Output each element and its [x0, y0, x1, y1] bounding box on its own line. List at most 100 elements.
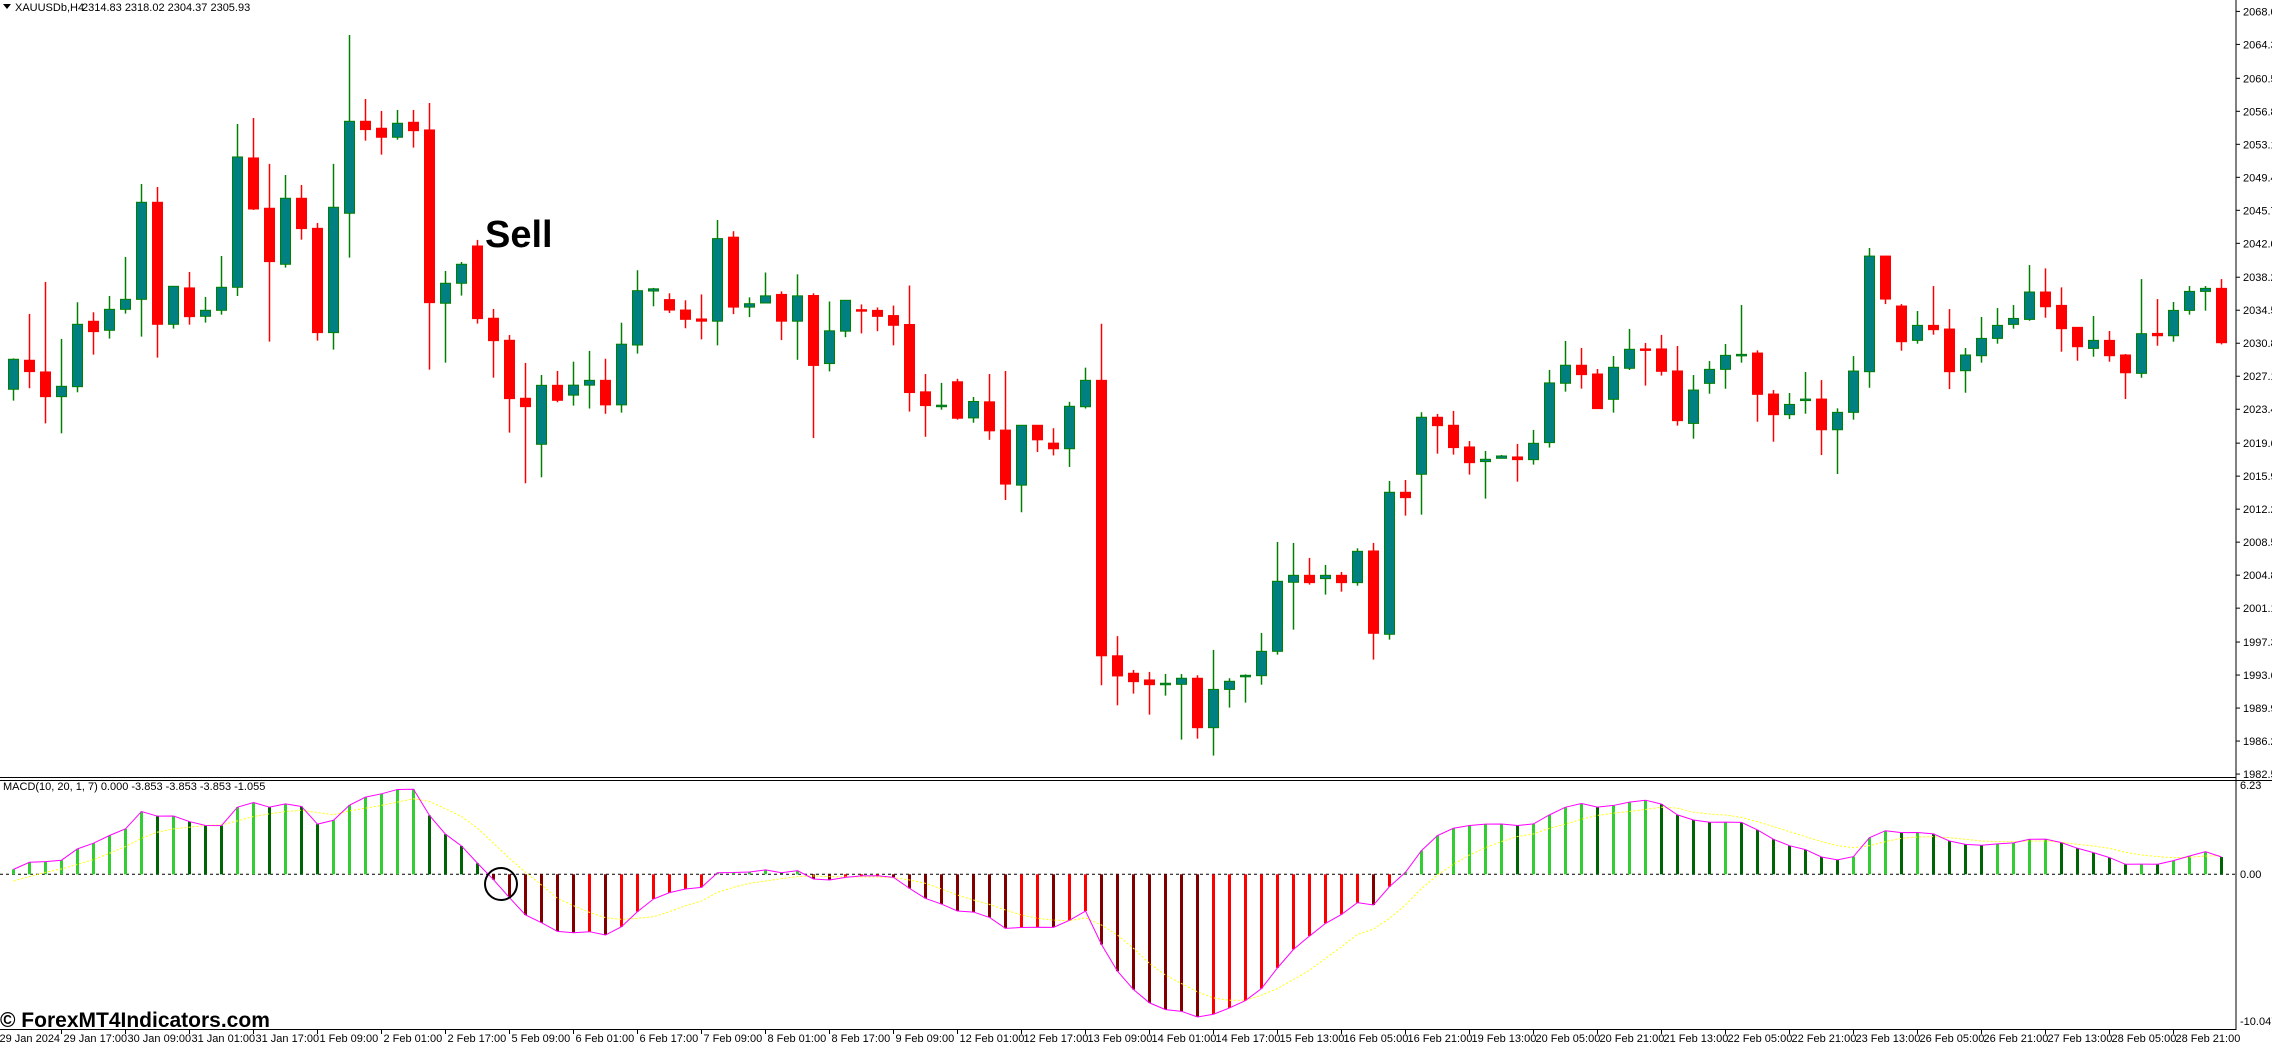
candle[interactable]	[760, 272, 771, 304]
candle[interactable]	[936, 382, 947, 410]
candle[interactable]	[904, 285, 915, 412]
candle[interactable]	[1080, 367, 1091, 409]
candle[interactable]	[856, 304, 867, 334]
candle[interactable]	[536, 374, 547, 478]
candle[interactable]	[1944, 309, 1955, 390]
candle[interactable]	[2216, 279, 2227, 345]
candle[interactable]	[1320, 564, 1331, 595]
candle[interactable]	[408, 109, 419, 148]
candle[interactable]	[72, 302, 83, 393]
candle[interactable]	[1592, 369, 1603, 410]
candle[interactable]	[24, 313, 35, 389]
candle[interactable]	[2168, 302, 2179, 342]
candle[interactable]	[1240, 674, 1251, 703]
macd-pane[interactable]	[0, 788, 2236, 1018]
candle[interactable]	[1848, 356, 1859, 420]
candle[interactable]	[952, 378, 963, 420]
candle[interactable]	[184, 271, 195, 325]
candle[interactable]	[712, 220, 723, 346]
candle[interactable]	[8, 358, 19, 401]
candle[interactable]	[88, 312, 99, 355]
candle[interactable]	[1336, 571, 1347, 592]
candle[interactable]	[792, 274, 803, 360]
candle[interactable]	[216, 255, 227, 315]
candle[interactable]	[1896, 304, 1907, 351]
candle[interactable]	[1816, 380, 1827, 456]
candle[interactable]	[1736, 305, 1747, 363]
candle[interactable]	[296, 184, 307, 240]
candle[interactable]	[1864, 248, 1875, 388]
candle[interactable]	[1128, 669, 1139, 694]
candle[interactable]	[488, 308, 499, 378]
candle[interactable]	[1512, 443, 1523, 482]
candle[interactable]	[616, 322, 627, 413]
candle[interactable]	[600, 358, 611, 414]
candle[interactable]	[1208, 649, 1219, 756]
price-pane[interactable]	[8, 34, 2227, 756]
candle[interactable]	[2152, 299, 2163, 346]
candle[interactable]	[520, 362, 531, 484]
candle[interactable]	[440, 270, 451, 363]
candle[interactable]	[1192, 675, 1203, 739]
candle[interactable]	[392, 109, 403, 140]
candle[interactable]	[2184, 286, 2195, 315]
candle[interactable]	[1288, 542, 1299, 630]
candle[interactable]	[584, 350, 595, 409]
candle[interactable]	[2136, 279, 2147, 378]
candle[interactable]	[664, 293, 675, 313]
candle[interactable]	[2056, 287, 2067, 352]
candle[interactable]	[1352, 548, 1363, 586]
candle[interactable]	[1384, 480, 1395, 640]
candle[interactable]	[264, 163, 275, 342]
candle[interactable]	[1064, 401, 1075, 467]
candle[interactable]	[1176, 673, 1187, 740]
candle[interactable]	[472, 239, 483, 324]
candle[interactable]	[1256, 632, 1267, 685]
candle[interactable]	[232, 123, 243, 296]
candle[interactable]	[168, 285, 179, 329]
candle[interactable]	[1832, 408, 1843, 474]
candle[interactable]	[728, 231, 739, 315]
candle[interactable]	[1560, 340, 1571, 392]
candle[interactable]	[312, 222, 323, 341]
candle[interactable]	[1016, 424, 1027, 513]
candle[interactable]	[2072, 326, 2083, 361]
candle[interactable]	[1976, 316, 1987, 363]
candle[interactable]	[1960, 348, 1971, 393]
candle[interactable]	[1688, 375, 1699, 439]
candle[interactable]	[1928, 286, 1939, 335]
candle[interactable]	[680, 300, 691, 329]
candle[interactable]	[1704, 361, 1715, 394]
candle[interactable]	[568, 361, 579, 406]
candle[interactable]	[2088, 316, 2099, 357]
candle[interactable]	[1416, 412, 1427, 515]
candle[interactable]	[136, 184, 147, 337]
candle[interactable]	[1224, 678, 1235, 708]
candle[interactable]	[1368, 542, 1379, 660]
candle[interactable]	[56, 338, 67, 434]
candle[interactable]	[1032, 424, 1043, 453]
candle[interactable]	[1544, 369, 1555, 448]
candle[interactable]	[40, 281, 51, 424]
candle[interactable]	[360, 98, 371, 141]
candle[interactable]	[1304, 557, 1315, 585]
candle[interactable]	[1576, 347, 1587, 389]
candle[interactable]	[1528, 429, 1539, 465]
candle[interactable]	[1912, 311, 1923, 344]
candle[interactable]	[104, 295, 115, 339]
candle[interactable]	[1656, 334, 1667, 376]
candle[interactable]	[2040, 268, 2051, 318]
candle[interactable]	[504, 335, 515, 433]
candle[interactable]	[1480, 450, 1491, 499]
candle[interactable]	[280, 174, 291, 268]
candle[interactable]	[1496, 454, 1507, 459]
candle[interactable]	[1752, 350, 1763, 422]
candle[interactable]	[1624, 328, 1635, 370]
candle[interactable]	[2104, 331, 2115, 362]
candle[interactable]	[776, 291, 787, 341]
candle[interactable]	[1112, 636, 1123, 706]
candle[interactable]	[984, 373, 995, 440]
candle[interactable]	[1720, 344, 1731, 389]
candle[interactable]	[1992, 308, 2003, 344]
candle[interactable]	[1272, 541, 1283, 655]
